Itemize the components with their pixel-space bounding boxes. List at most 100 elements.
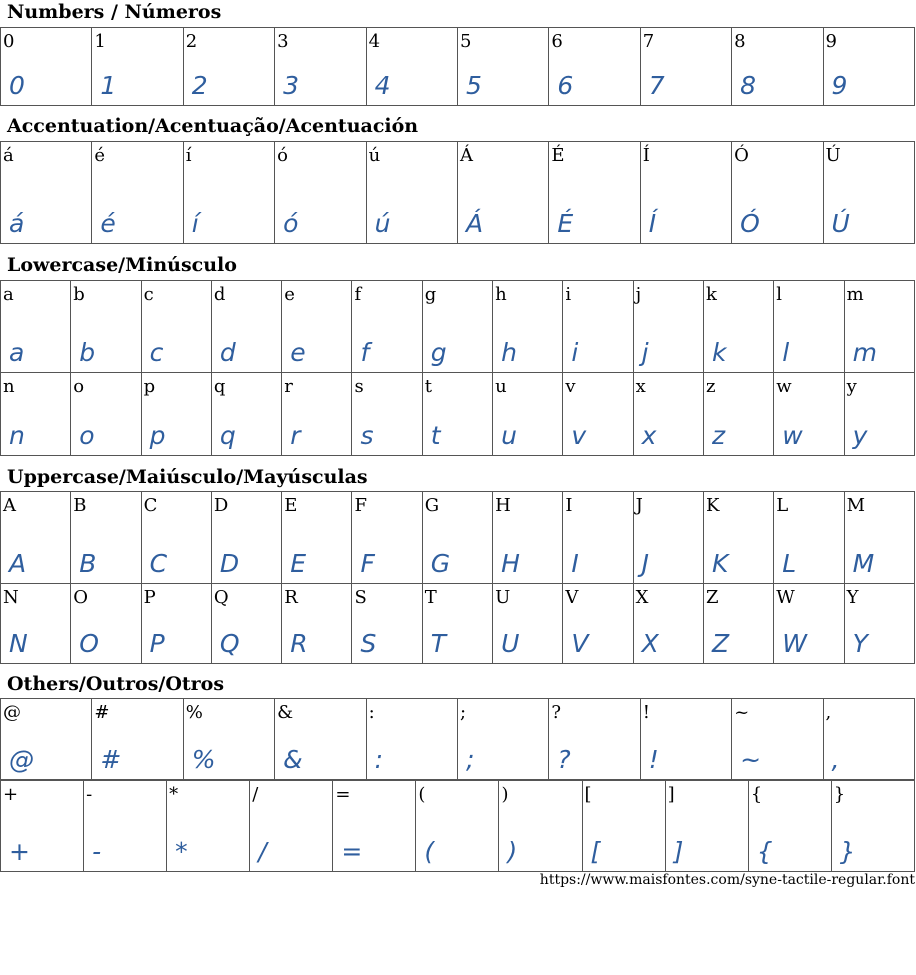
character-label: N [3,587,19,608]
handwritten-glyph: ; [465,745,475,774]
glyph-cell: }} [830,780,916,872]
character-label: w [776,376,792,397]
glyph-row: + + - - * * / / = =(())[[]]{{}} [0,780,916,872]
character-label: F [354,495,367,516]
character-label: - [86,784,93,805]
glyph-cell: ~ ~ [731,698,824,780]
glyph-cell: + + [0,780,85,872]
glyph-cell: ,, [822,698,916,780]
character-label: ; [459,702,467,723]
character-label: P [143,587,156,608]
handwritten-glyph: L [782,549,797,578]
glyph-cell: %% [182,698,276,780]
glyph-cell: )) [498,780,583,872]
handwritten-glyph: 3 [283,71,300,100]
handwritten-glyph: K [711,549,729,578]
glyph-cell: & & [274,698,367,780]
character-label: á [3,145,14,166]
handwritten-glyph: A [9,549,27,578]
character-label: t [424,376,433,397]
character-label: [ [584,784,592,805]
glyph-cell: = = [332,780,417,872]
handwritten-glyph: ú [374,209,391,238]
character-label: í [185,145,192,166]
character-label: f [354,284,362,305]
handwritten-glyph: ) [507,837,518,866]
character-label: y [846,376,857,397]
handwritten-glyph: m [852,338,877,367]
handwritten-glyph: 0 [9,71,25,100]
character-label: Á [459,145,473,166]
source-url: https://www.maisfontes.com/syne-tactile-… [539,872,915,888]
handwritten-glyph: P [149,629,165,658]
handwritten-glyph: S [360,629,377,658]
handwritten-glyph: N [9,629,28,658]
handwritten-glyph: r [290,421,301,450]
character-label: 9 [825,31,837,52]
handwritten-glyph: 5 [465,71,482,100]
handwritten-glyph: G [430,549,451,578]
character-label: D [213,495,229,516]
character-label: o [73,376,85,397]
glyph-cell: / / [249,780,334,872]
handwritten-glyph: 2 [191,71,208,100]
character-label: X [635,587,649,608]
handwritten-glyph: 8 [740,71,757,100]
character-label: T [424,587,437,608]
character-label: e [284,284,295,305]
glyph-cell: ]] [664,780,749,872]
character-label: d [213,284,226,305]
handwritten-glyph: f [360,338,370,367]
character-label: v [565,376,576,397]
character-label: % [185,702,203,723]
handwritten-glyph: V [571,629,589,658]
character-label: W [776,587,795,608]
handwritten-glyph: ( [424,837,435,866]
handwritten-glyph: k [711,338,727,367]
section-title: Accentuation/Acentuação/Acentuación [7,115,419,137]
glyph-cell: * * [166,780,251,872]
character-label: j [635,284,642,305]
handwritten-glyph: [ [590,837,601,866]
handwritten-glyph: I [571,549,579,578]
glyph-cell: !! [639,698,733,780]
handwritten-glyph: ] [673,837,684,866]
character-label: ( [418,784,426,805]
character-label: 8 [734,31,746,52]
glyph-cell: {{ [747,780,832,872]
handwritten-glyph: ? [557,745,571,774]
handwritten-glyph: e [290,338,306,367]
